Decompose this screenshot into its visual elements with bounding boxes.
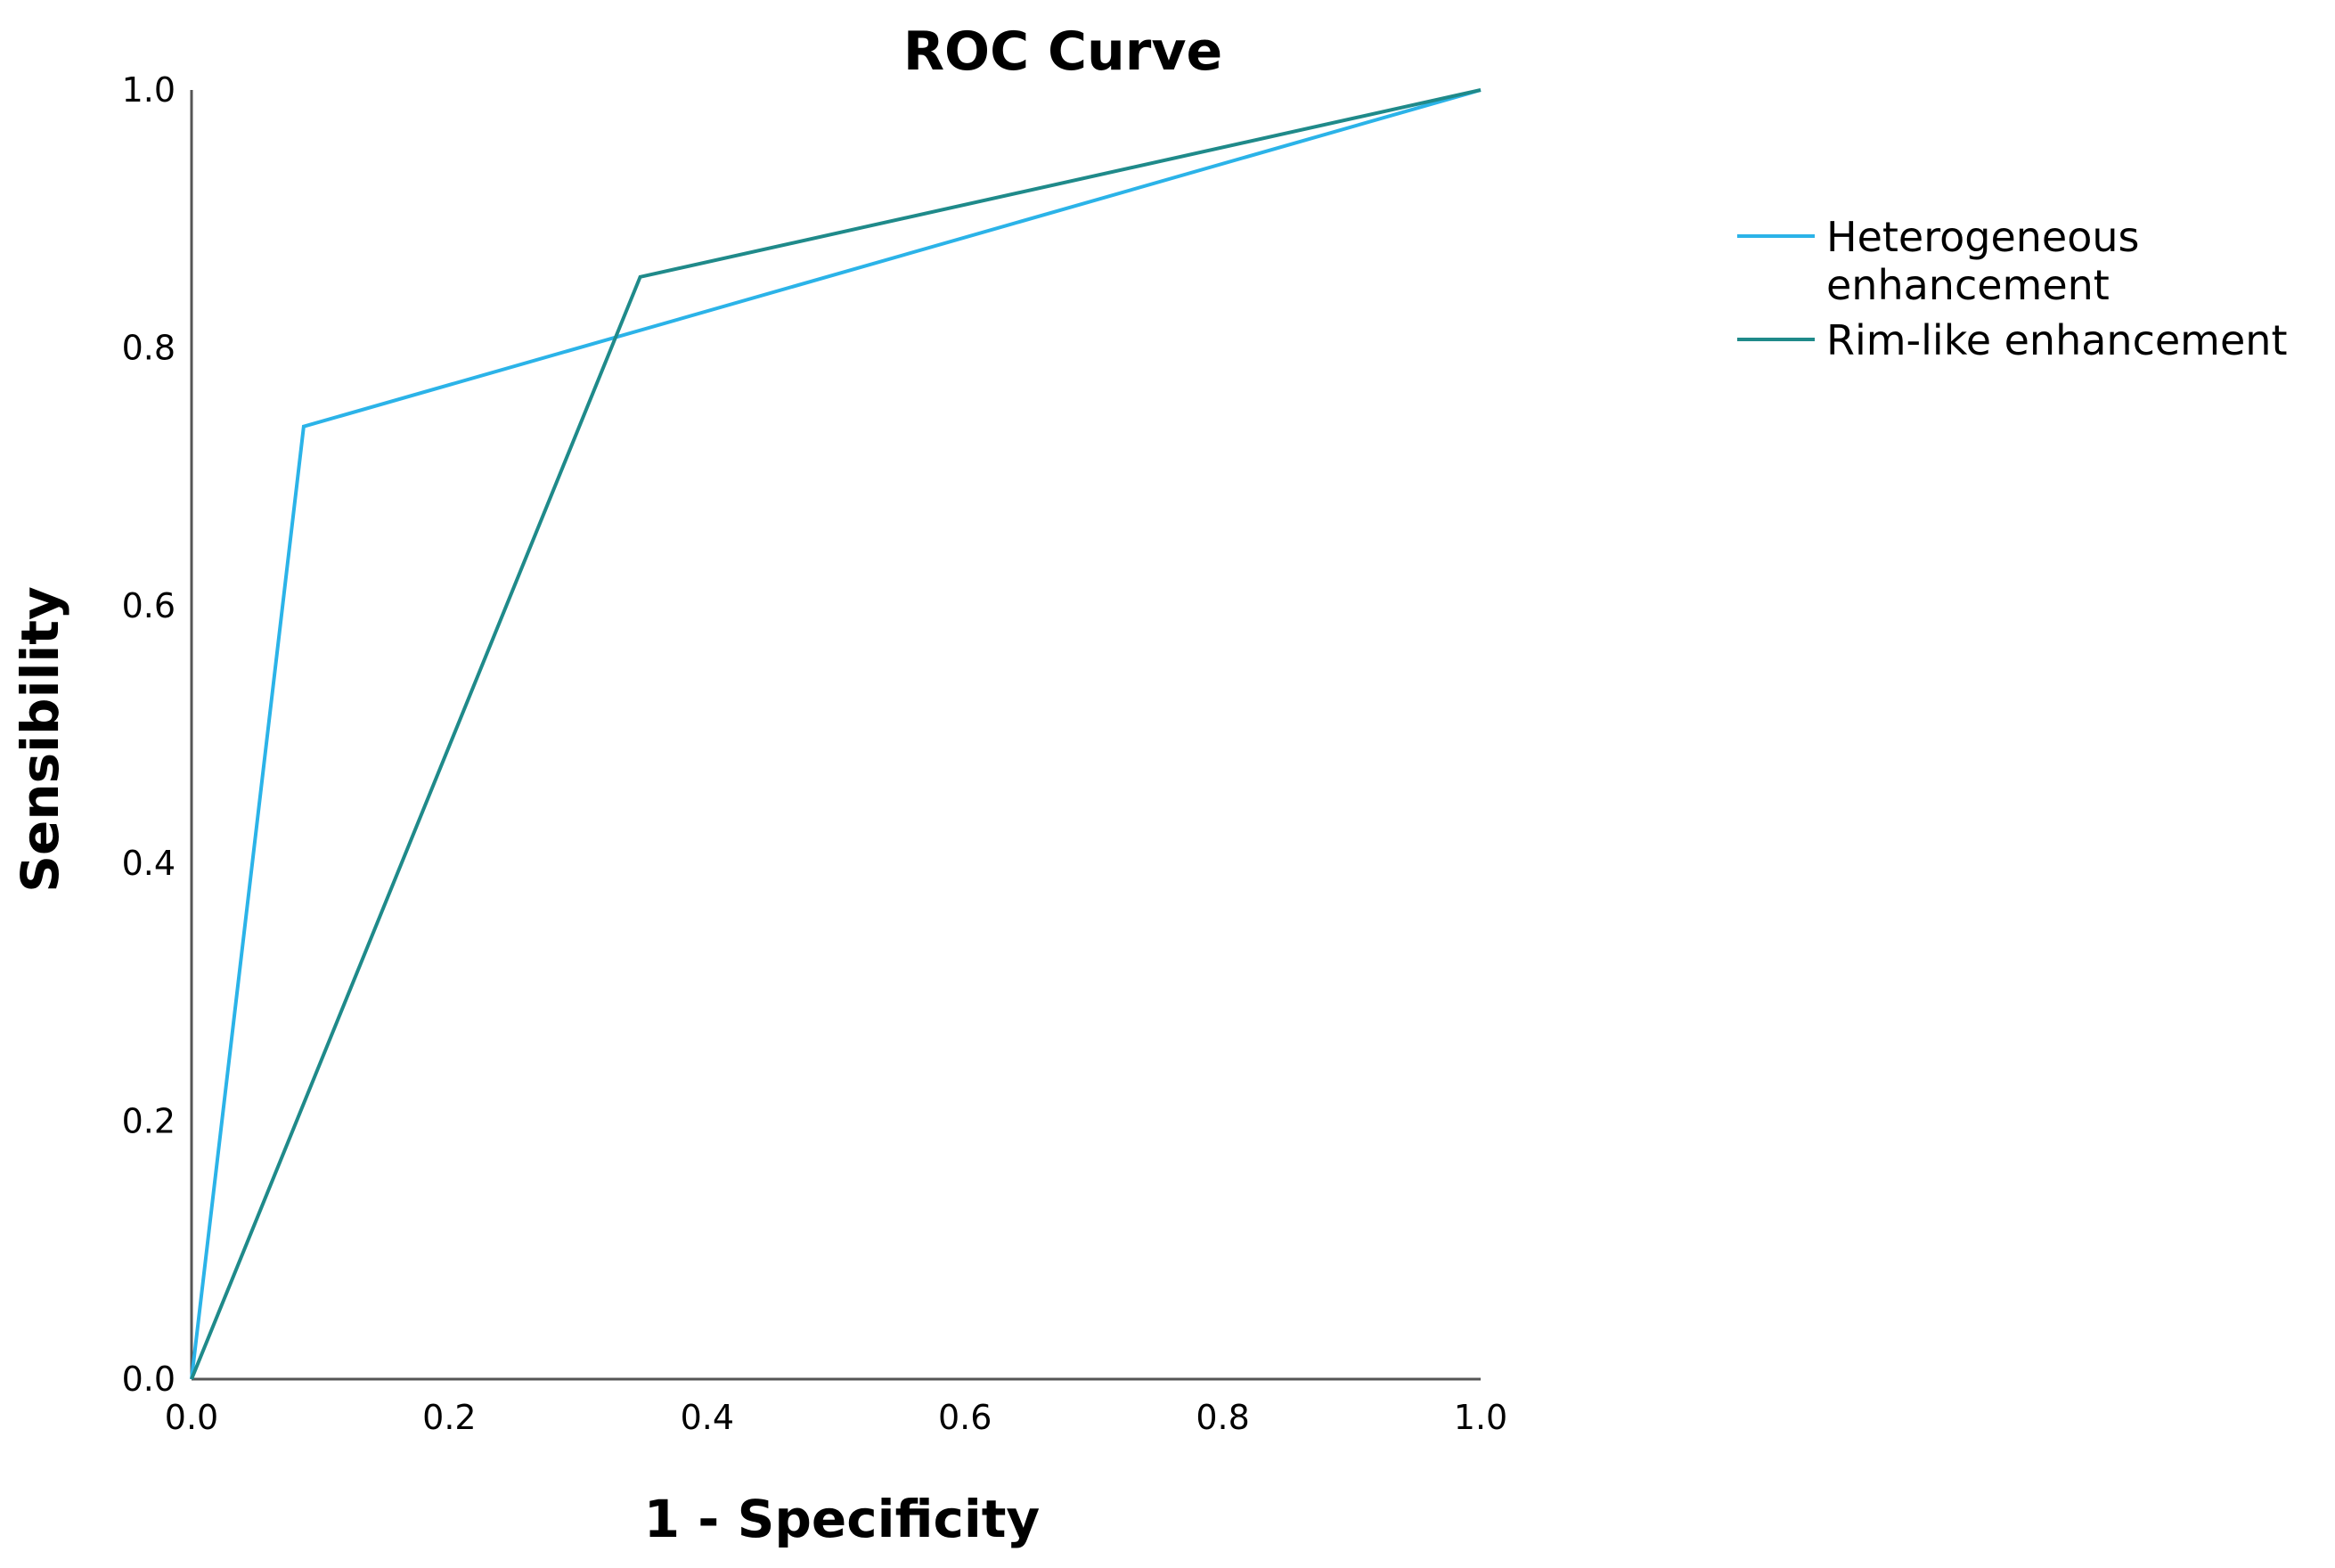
legend-item: Rim-like enhancement — [1737, 316, 2287, 364]
legend-label: enhancement — [1826, 261, 2110, 309]
y-tick-label: 1.0 — [122, 70, 176, 110]
x-tick-label: 0.6 — [938, 1398, 992, 1437]
y-tick-labels: 0.0 0.2 0.4 0.6 0.8 1.0 — [122, 70, 176, 1399]
legend-label: Heterogeneous — [1826, 213, 2140, 261]
y-tick-label: 0.2 — [122, 1102, 176, 1141]
x-tick-label: 0.4 — [681, 1398, 734, 1437]
x-tick-label: 0.8 — [1196, 1398, 1249, 1437]
x-tick-label: 1.0 — [1454, 1398, 1507, 1437]
y-tick-label: 0.6 — [122, 586, 176, 625]
chart-title: ROC Curve — [903, 20, 1222, 83]
x-tick-label: 0.2 — [422, 1398, 476, 1437]
x-axis-label: 1 - Specificity — [644, 1489, 1041, 1549]
y-tick-label: 0.4 — [122, 844, 176, 883]
axes — [190, 90, 1481, 1381]
series-line-heterogeneous-enhancement — [190, 88, 1482, 1380]
legend-label: Rim-like enhancement — [1826, 316, 2287, 364]
series-layer — [190, 88, 1482, 1380]
x-tick-label: 0.0 — [165, 1398, 218, 1437]
series-line-rim-like-enhancement — [190, 88, 1482, 1380]
y-tick-label: 0.0 — [122, 1360, 176, 1399]
x-tick-labels: 0.0 0.2 0.4 0.6 0.8 1.0 — [165, 1398, 1507, 1437]
y-axis-label: Sensibility — [10, 586, 70, 893]
y-tick-label: 0.8 — [122, 328, 176, 367]
